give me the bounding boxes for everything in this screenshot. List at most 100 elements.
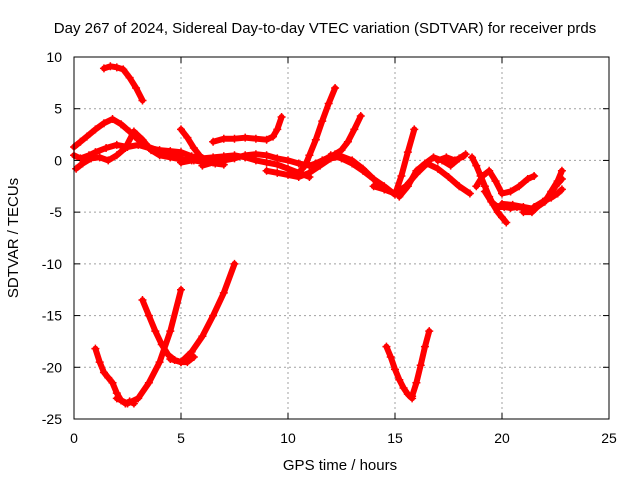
data-point (82, 132, 91, 141)
data-point (337, 154, 346, 163)
data-point (241, 133, 250, 142)
data-point (324, 99, 333, 108)
data-point (219, 152, 228, 161)
data-point (311, 159, 320, 168)
y-tick-label: 0 (54, 152, 62, 168)
data-point (410, 125, 419, 134)
x-tick-label: 10 (280, 430, 296, 446)
series-track-25 (167, 260, 238, 366)
data-point (305, 151, 314, 160)
data-point (472, 161, 481, 170)
y-tick-label: -10 (42, 256, 62, 272)
data-point (433, 164, 442, 173)
data-point (230, 134, 239, 143)
data-point (262, 158, 271, 167)
x-axis-label: GPS time / hours (283, 457, 397, 474)
data-point (99, 368, 108, 377)
data-point (358, 166, 367, 175)
data-point (380, 185, 389, 194)
data-point (538, 197, 547, 206)
data-point (305, 161, 314, 170)
chart-title: Day 267 of 2024, Sidereal Day-to-day VTE… (54, 20, 596, 37)
data-point (87, 154, 96, 163)
data-point (527, 208, 536, 217)
data-point (91, 125, 100, 134)
data-point (369, 175, 378, 184)
x-tick-label: 15 (387, 430, 403, 446)
data-point (294, 168, 303, 177)
data-point (498, 213, 506, 222)
grid-lines (74, 57, 609, 419)
data-point (519, 208, 528, 217)
data-point (138, 296, 147, 305)
data-point (198, 161, 207, 170)
data-point (433, 156, 442, 165)
data-point (523, 175, 532, 184)
data-point (472, 182, 481, 191)
data-point (78, 159, 87, 168)
data-point (102, 144, 111, 153)
data-point (166, 153, 175, 162)
data-point (251, 134, 260, 143)
data-point (209, 137, 218, 146)
data-point (177, 125, 185, 134)
data-point (277, 112, 286, 121)
data-point (356, 111, 365, 120)
data-point (455, 182, 464, 191)
data-point (198, 154, 207, 163)
data-point (177, 358, 185, 367)
data-point (444, 172, 453, 181)
data-point (177, 158, 185, 167)
data-point (395, 192, 404, 201)
data-point (99, 64, 108, 73)
data-series (70, 62, 566, 408)
data-point (219, 288, 228, 297)
data-point (557, 185, 566, 194)
data-point (326, 151, 335, 160)
data-point (91, 148, 100, 157)
data-point (104, 156, 113, 165)
data-point (442, 153, 451, 162)
data-point (119, 65, 128, 74)
plot-frame (73, 56, 610, 420)
data-point (468, 153, 477, 162)
data-point (557, 175, 566, 184)
data-point (95, 358, 104, 367)
data-point (429, 153, 438, 162)
series-track-22 (92, 345, 137, 407)
data-point (343, 137, 352, 146)
data-point (557, 166, 566, 175)
data-point (391, 365, 399, 374)
data-point (478, 171, 487, 180)
y-tick-label: 5 (54, 101, 62, 117)
data-point (399, 383, 408, 392)
data-point (391, 189, 399, 198)
data-point (262, 151, 271, 160)
data-point (386, 352, 395, 361)
data-point (269, 132, 278, 141)
x-tick-label: 25 (601, 430, 617, 446)
data-point (530, 202, 539, 211)
data-point (112, 63, 121, 72)
data-point (397, 171, 406, 180)
series-track-12 (327, 126, 418, 198)
data-point (166, 355, 175, 364)
data-point (121, 144, 130, 153)
data-point (230, 259, 239, 268)
data-point (515, 182, 524, 191)
y-tick-label: -20 (42, 359, 62, 375)
data-point (95, 153, 104, 162)
data-point (506, 187, 515, 196)
data-point (91, 344, 100, 353)
data-point (395, 375, 404, 384)
data-point (480, 187, 489, 196)
data-point (551, 182, 560, 191)
data-point (284, 156, 292, 165)
axis-ticks: 0 5 10 15 20 25 10 5 0 -5 -10 -15 -20 -25 (42, 49, 617, 446)
data-point (134, 394, 143, 403)
data-point (273, 160, 282, 169)
y-tick-label: 10 (46, 49, 62, 65)
data-point (553, 189, 562, 198)
data-point (416, 361, 425, 370)
